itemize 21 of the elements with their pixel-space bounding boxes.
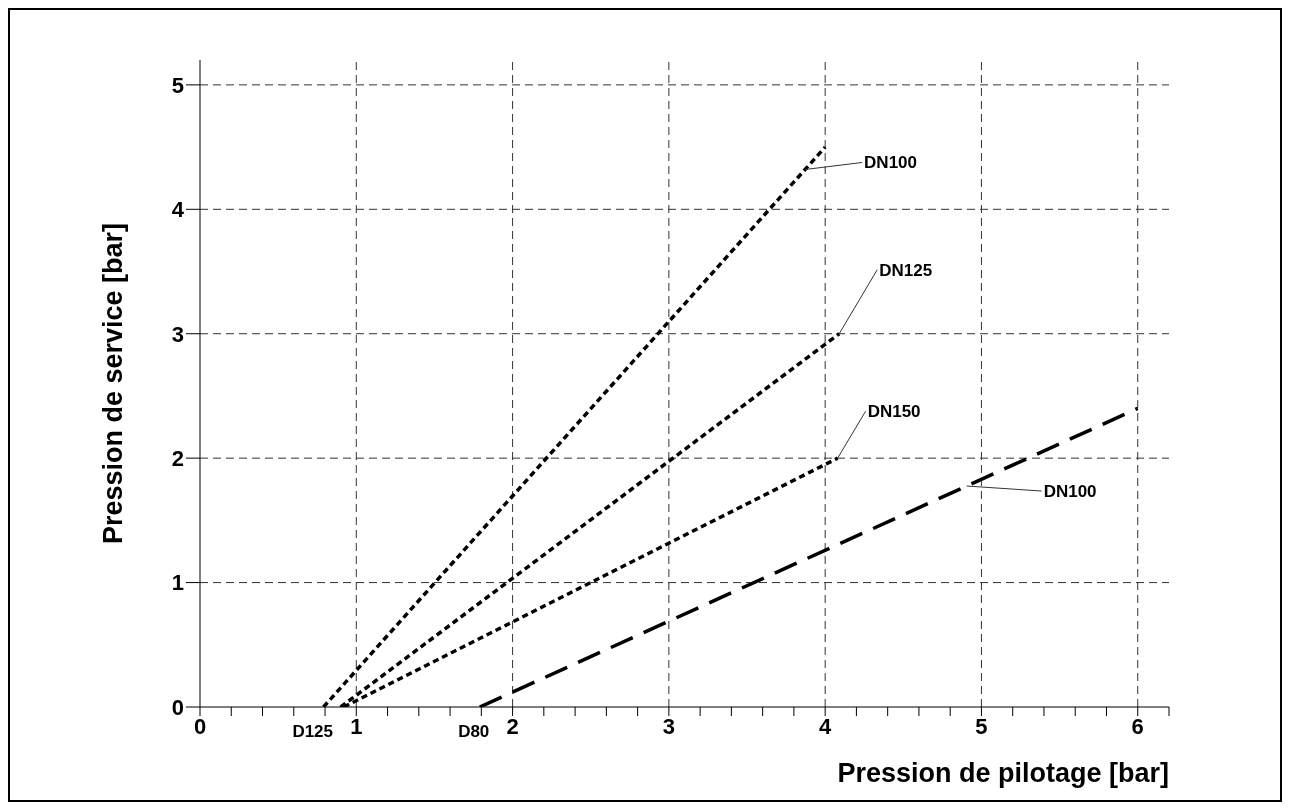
x-axis-title: Pression de pilotage [bar] <box>837 758 1169 788</box>
x-tick-label: 0 <box>193 713 207 739</box>
x-tick-label: 1 <box>350 713 363 739</box>
text: DN100 <box>864 153 918 173</box>
y-tick-label: 4 <box>171 197 185 223</box>
y-tick-label: 0 <box>171 694 184 720</box>
y-axis-title: Pression de service [bar] <box>98 222 128 545</box>
text: DN150 <box>867 402 921 422</box>
text: DN125 <box>879 260 933 280</box>
x-tick-label: 6 <box>1131 713 1144 739</box>
y-tick-label: 5 <box>171 72 184 98</box>
y-tick-label: 3 <box>171 321 184 347</box>
annotation: D125 <box>292 722 334 741</box>
series-label: DN100 <box>1043 482 1097 502</box>
y-tick-label: 1 <box>171 570 184 596</box>
x-tick-label: 2 <box>506 713 519 739</box>
x-tick-label: 3 <box>662 713 675 739</box>
x-tick-label: 5 <box>975 713 988 739</box>
annotation: D80 <box>458 722 490 741</box>
y-tick-label: 2 <box>171 445 184 471</box>
x-tick-label: 4 <box>819 713 833 739</box>
